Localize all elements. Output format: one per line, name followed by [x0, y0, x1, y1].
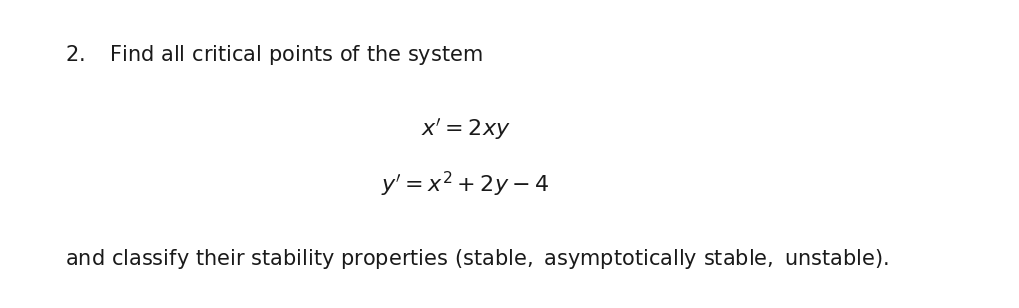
Text: $\mathrm{and\ classify\ their\ stability\ properties\ (stable,\ asymptotically\ : $\mathrm{and\ classify\ their\ stability…	[65, 247, 889, 271]
Text: $x' = 2xy$: $x' = 2xy$	[420, 117, 510, 142]
Text: $y' = x^2 + 2y - 4$: $y' = x^2 + 2y - 4$	[381, 170, 549, 199]
Text: $2.$$\quad$$\mathrm{Find\ all\ critical\ points\ of\ the\ system}$: $2.$$\quad$$\mathrm{Find\ all\ critical\…	[65, 43, 482, 67]
